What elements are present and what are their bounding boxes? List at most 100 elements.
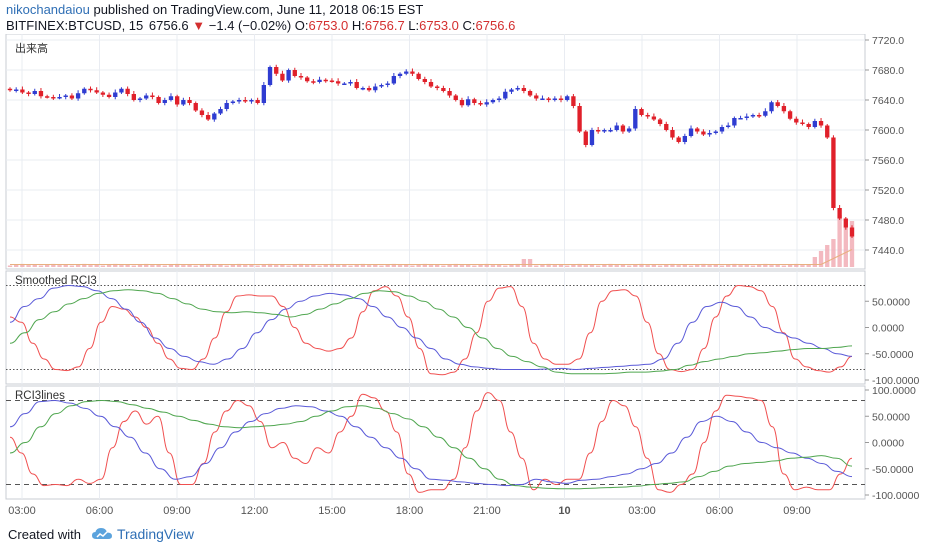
volume-bar [305,265,310,267]
candle-body [490,100,496,103]
volume-bar [7,265,13,267]
down-arrow-icon: ▼ [192,18,206,33]
author-link[interactable]: nikochandaiou [6,2,90,17]
candle-body [447,91,452,96]
candle-body [82,88,87,94]
volume-bar [763,263,768,267]
candle-body [286,70,291,81]
candle-body [329,80,335,82]
candle-body [298,76,304,78]
volume-bar [88,265,93,267]
candle-body [113,92,118,97]
volume-bar [106,264,112,267]
x-tick-label: 15:00 [318,505,346,517]
candle-body [645,115,650,117]
y-tick-label: 100.0000 [872,385,916,397]
volume-bar [688,265,694,267]
candle-body [218,109,223,114]
volume-bar [342,264,347,267]
candle-body [503,91,508,99]
candle-body [168,96,174,100]
volume-bar [818,251,824,267]
volume-bar [639,263,644,267]
candle-body [255,100,260,103]
volume-bar [787,264,793,267]
volume-ma-line [10,249,853,265]
candle-body [32,91,37,94]
volume-bar [657,265,663,267]
candle-body [323,79,328,82]
candle-body [806,124,811,127]
candle-body [75,93,81,99]
chart-canvas[interactable]: 03:00 06:00 09:00 12:00 15:00 18:00 21:00 10 03:… [0,34,932,522]
x-tick-label: 10 [558,505,570,517]
volume-bar [119,265,124,267]
volume-bar [781,265,787,267]
candle-body [410,71,415,74]
candle-body [472,99,477,103]
chart-header: nikochandaiou published on TradingView.c… [6,2,515,34]
candle-body [360,88,366,90]
candle-body [595,130,601,132]
candle-body [682,136,688,142]
volume-bar [602,264,607,267]
volume-bar [732,263,737,267]
volume-bar [57,265,62,267]
candle-body [7,88,13,91]
ohlc-line: BITFINEX:BTCUSD, 15 6756.6 ▼ −1.4 (−0.02… [6,18,515,34]
candle-body [280,73,285,81]
candle-body [125,88,130,94]
volume-bar [546,263,551,267]
volume-bar [224,265,229,267]
candle-body [614,125,619,130]
volume-bar [335,265,341,267]
low-value: 6753.0 [419,18,459,33]
candle-body [651,116,657,120]
volume-bar [193,265,198,267]
candle-body [719,127,725,132]
candle-body [713,131,718,133]
candle-body [397,73,403,76]
volume-bar [267,263,273,267]
volume-bar [695,264,700,267]
volume-bar [236,263,242,267]
volume-bar [255,265,260,267]
candle-body [626,128,632,132]
x-tick-label: 09:00 [163,505,191,517]
candle-body [57,97,62,99]
candle-body [404,71,409,74]
y-tick-label: -50.0000 [872,464,914,476]
high-label: H: [351,18,365,33]
volume-bar [633,264,638,267]
rci-mid-line-2 [9,399,853,487]
candle-body [305,77,310,82]
y-tick-label: 7520.0 [872,185,904,197]
candle-body [744,116,749,118]
volume-bar [447,264,452,267]
candle-body [794,118,799,123]
close-value: 6756.6 [475,18,516,33]
volume-bar [274,265,279,267]
volume-bar [583,265,588,267]
candle-body [205,115,211,120]
volume-bar [608,263,613,267]
y-tick-label: 0.0000 [872,438,904,450]
volume-bar [552,265,557,267]
volume-bar [26,265,31,267]
x-tick-label: 12:00 [241,505,269,517]
volume-bar [385,264,390,267]
candle-body [688,128,694,136]
candle-body [63,95,68,97]
volume-bar [664,264,669,267]
tradingview-logo[interactable]: TradingView [91,526,194,542]
symbol-label: BITFINEX:BTCUSD, 15 [6,18,144,33]
candle-body [162,100,167,103]
published-text: published on TradingView.com, June 11, 2… [89,2,424,17]
cloud-icon [91,528,112,539]
volume-bar [174,263,180,267]
volume-bar [218,264,223,267]
volume-bar [125,264,130,267]
candle-body [379,85,384,87]
candle-body [558,98,564,100]
y-tick-label: 7640.0 [872,95,904,107]
